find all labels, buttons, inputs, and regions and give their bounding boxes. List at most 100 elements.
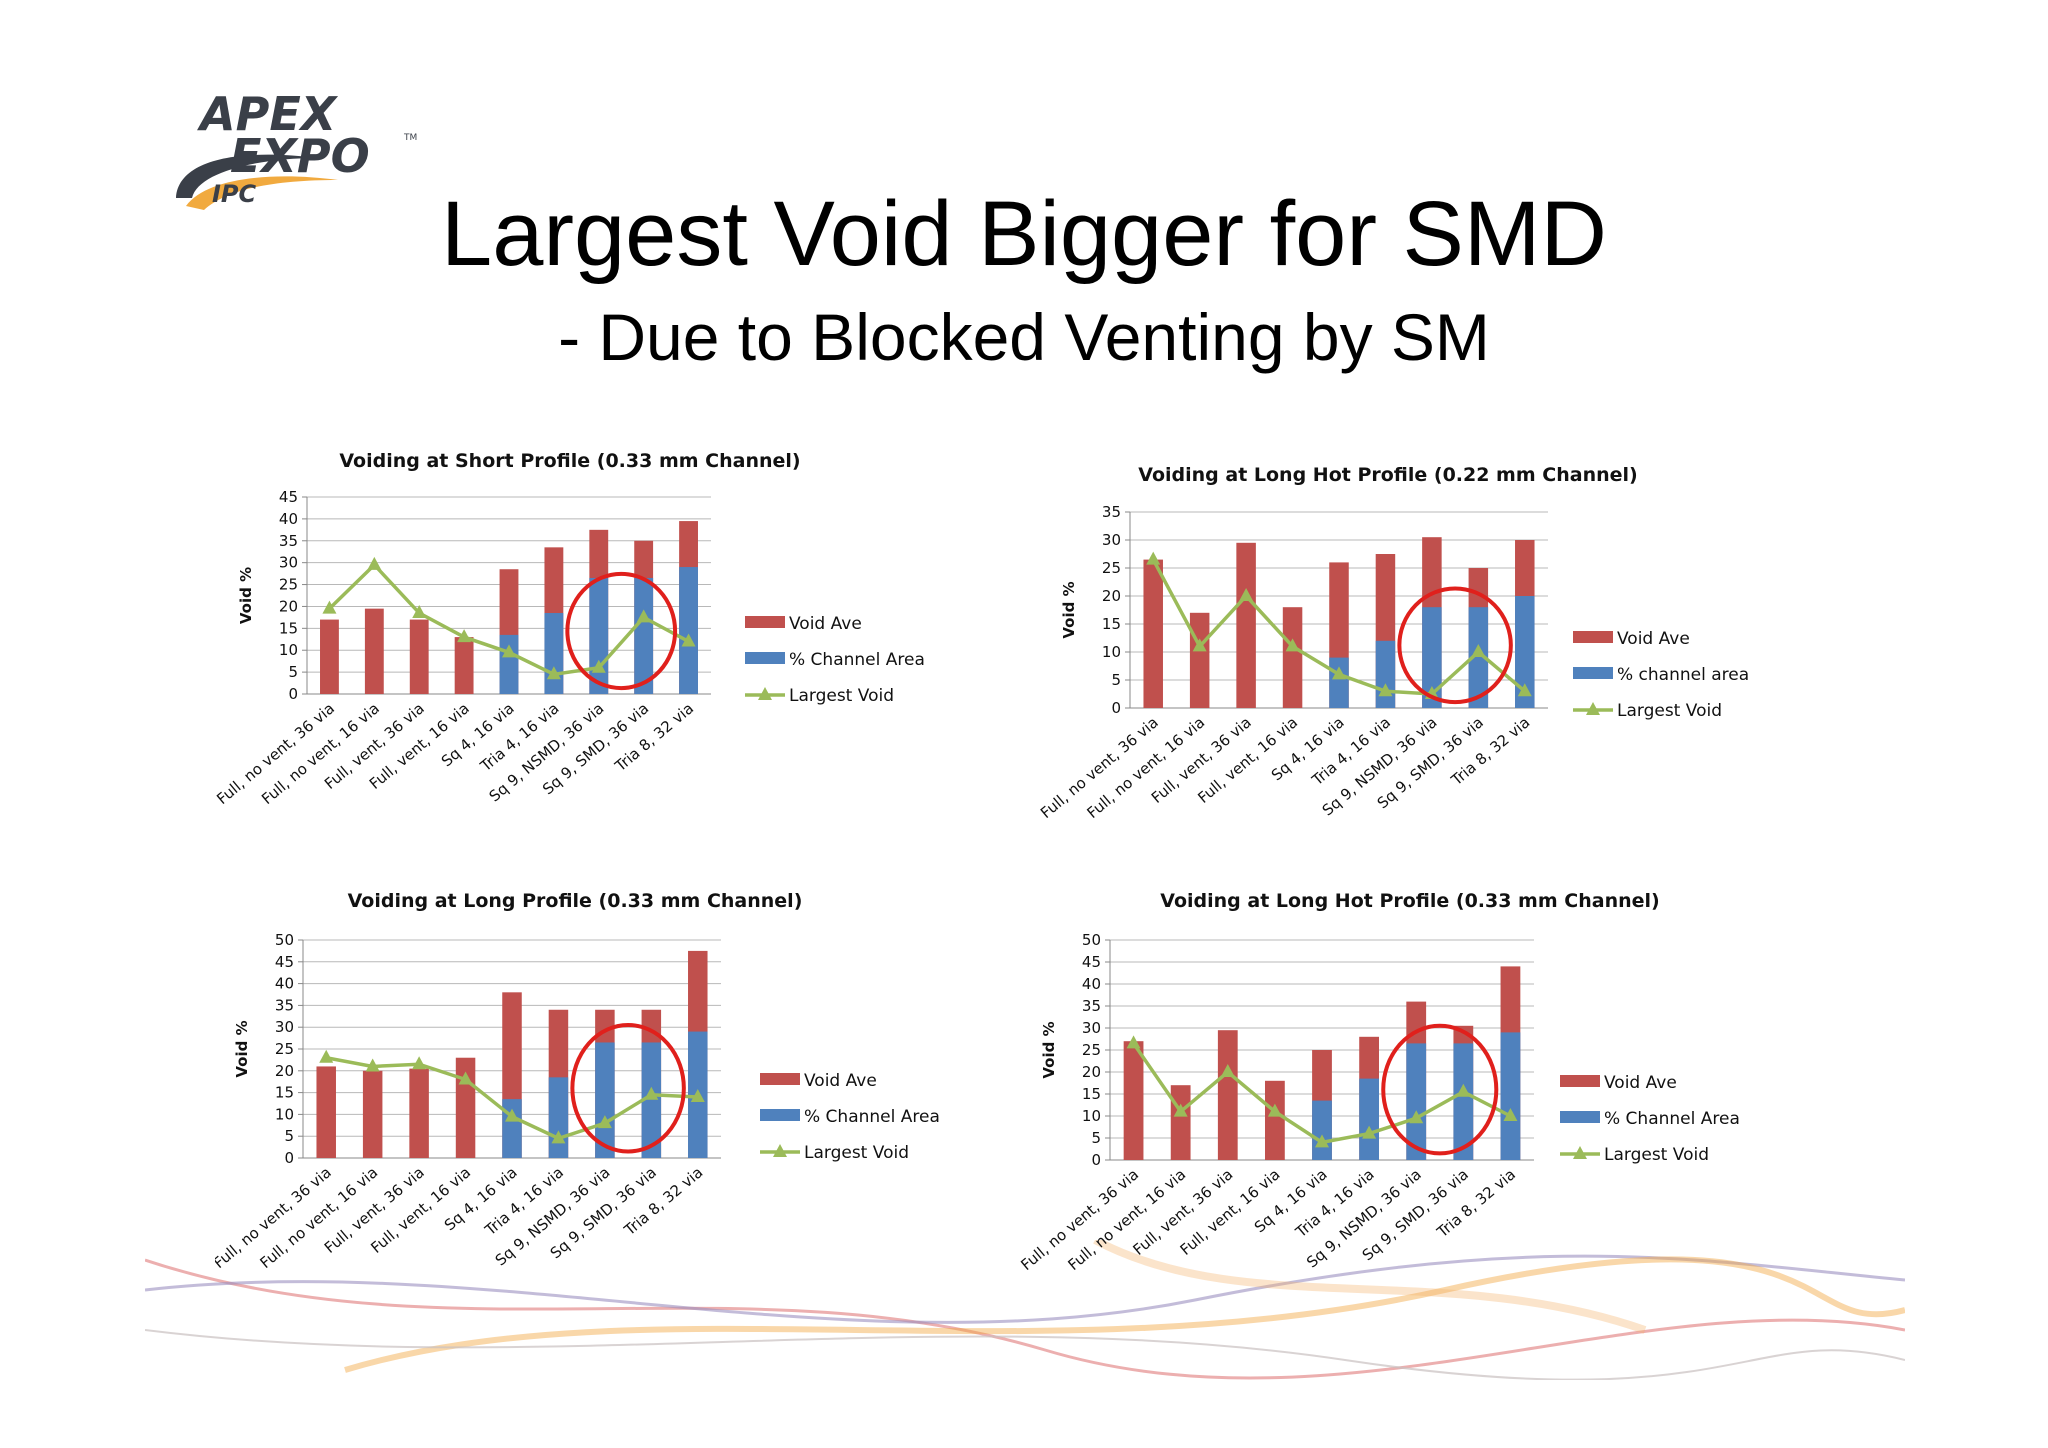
y-tick-label: 20 <box>1102 587 1121 605</box>
bar-channel-area <box>1422 607 1442 708</box>
logo-text-ipc: IPC <box>212 180 257 208</box>
marker-largest-void <box>1239 588 1254 601</box>
y-tick-label: 10 <box>275 1105 294 1123</box>
bar-channel-area <box>499 634 519 694</box>
bar-void-ave <box>1170 1085 1191 1160</box>
bar-channel-area <box>1500 1032 1521 1160</box>
bar-channel-area <box>1453 1043 1474 1160</box>
chart-long-hot-profile-033: Voiding at Long Hot Profile (0.33 mm Cha… <box>1017 890 1740 1274</box>
highlight-circle <box>565 571 678 691</box>
legend-swatch-void-ave <box>1573 631 1613 643</box>
y-tick-label: 20 <box>279 597 298 615</box>
y-tick-label: 10 <box>1082 1107 1101 1125</box>
legend-label: % Channel Area <box>1604 1109 1740 1129</box>
legend-label: Largest Void <box>804 1143 909 1163</box>
marker-largest-void <box>591 659 606 673</box>
legend-swatch-channel-area <box>1573 667 1613 679</box>
y-tick-label: 25 <box>275 1040 294 1058</box>
marker-largest-void <box>1517 683 1532 697</box>
y-tick-label: 40 <box>279 510 298 528</box>
y-tick-label: 30 <box>1082 1019 1101 1037</box>
y-tick-label: 35 <box>1082 997 1101 1015</box>
y-tick-label: 15 <box>279 619 298 637</box>
legend-label: Void Ave <box>789 614 862 634</box>
legend-label: Void Ave <box>804 1071 877 1091</box>
y-tick-label: 40 <box>1082 975 1101 993</box>
y-tick-label: 25 <box>1102 559 1121 577</box>
legend-marker-largest-void <box>1573 1146 1587 1159</box>
bar-channel-area <box>1468 607 1489 708</box>
bar-void-ave <box>454 637 474 694</box>
bar-void-ave <box>1282 607 1303 708</box>
chart-title: Voiding at Long Hot Profile (0.33 mm Cha… <box>1160 890 1659 912</box>
y-tick-label: 0 <box>284 1149 294 1167</box>
slide-title: Largest Void Bigger for SMD <box>441 183 1607 285</box>
bar-channel-area <box>1312 1100 1332 1160</box>
y-tick-label: 5 <box>1111 671 1121 689</box>
y-axis-label: Void % <box>233 1020 251 1077</box>
y-tick-label: 45 <box>275 953 294 971</box>
marker-largest-void <box>412 605 427 619</box>
y-tick-label: 35 <box>279 532 298 550</box>
marker-largest-void <box>1267 1103 1282 1117</box>
marker-largest-void <box>636 609 651 623</box>
bar-void-ave <box>1189 612 1210 708</box>
y-tick-label: 5 <box>284 1127 294 1145</box>
x-tick-label: Tria 8, 32 via <box>620 1163 706 1239</box>
marker-largest-void <box>365 1058 380 1072</box>
bar-channel-area <box>1515 596 1535 708</box>
y-tick-label: 15 <box>1102 615 1121 633</box>
bar-channel-area <box>589 577 609 694</box>
y-tick-label: 50 <box>1082 931 1101 949</box>
chart-title: Voiding at Long Hot Profile (0.22 mm Cha… <box>1138 464 1637 486</box>
bar-void-ave <box>316 1066 336 1158</box>
marker-largest-void <box>546 666 561 680</box>
marker-largest-void <box>1362 1125 1377 1139</box>
y-tick-label: 35 <box>1102 503 1121 521</box>
bar-channel-area <box>634 577 654 694</box>
bar-channel-area <box>544 613 564 694</box>
marker-largest-void <box>597 1115 612 1129</box>
marker-largest-void <box>1285 638 1300 652</box>
highlight-circle <box>570 1023 686 1154</box>
bar-void-ave <box>1143 559 1163 708</box>
marker-largest-void <box>1192 638 1207 652</box>
legend-swatch-void-ave <box>760 1073 800 1085</box>
legend-swatch-channel-area <box>760 1109 800 1121</box>
y-tick-label: 50 <box>275 931 294 949</box>
slide-subtitle: - Due to Blocked Venting by SM <box>558 300 1490 374</box>
marker-largest-void <box>551 1130 566 1144</box>
marker-largest-void <box>1471 644 1486 657</box>
chart-long-profile-033: Voiding at Long Profile (0.33 mm Channel… <box>215 890 940 1272</box>
legend-label: Void Ave <box>1617 629 1690 649</box>
legend-label: Largest Void <box>1604 1145 1709 1165</box>
marker-largest-void <box>322 600 337 614</box>
legend-label: % channel area <box>1617 665 1749 685</box>
decorative-swoosh-background <box>145 1240 1905 1380</box>
legend-label: Largest Void <box>1617 701 1722 721</box>
y-axis-label: Void % <box>237 567 255 624</box>
legend-marker-largest-void <box>773 1144 787 1157</box>
highlight-circle <box>1381 1023 1499 1156</box>
bar-channel-area <box>679 567 698 694</box>
legend-label: % Channel Area <box>789 650 925 670</box>
bar-void-ave <box>320 619 339 694</box>
bar-void-ave <box>1264 1080 1285 1160</box>
chart-long-hot-profile-022: Voiding at Long Hot Profile (0.22 mm Cha… <box>1037 464 1749 822</box>
y-tick-label: 5 <box>1091 1129 1101 1147</box>
logo-text-apex: APEX <box>197 87 339 141</box>
bar-channel-area <box>1375 640 1396 708</box>
y-tick-label: 0 <box>1091 1151 1101 1169</box>
legend-swatch-void-ave <box>1560 1075 1600 1087</box>
bar-void-ave <box>409 619 429 694</box>
marker-largest-void <box>644 1086 659 1100</box>
bar-channel-area <box>502 1099 522 1158</box>
bar-void-ave <box>1123 1041 1144 1160</box>
marker-largest-void <box>1456 1083 1471 1097</box>
y-tick-label: 30 <box>279 554 298 572</box>
y-tick-label: 25 <box>1082 1041 1101 1059</box>
y-tick-label: 20 <box>275 1062 294 1080</box>
legend-swatch-channel-area <box>1560 1111 1600 1123</box>
y-tick-label: 20 <box>1082 1063 1101 1081</box>
